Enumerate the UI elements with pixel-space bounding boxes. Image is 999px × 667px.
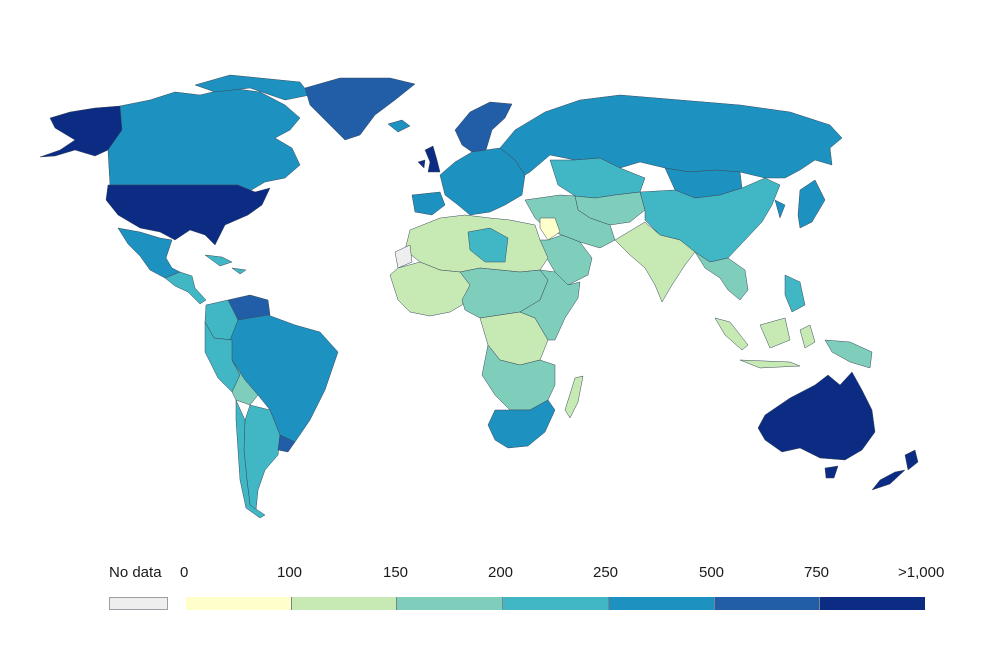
arabia [534,234,593,286]
bolivia [231,359,259,406]
russia [499,94,843,179]
korea-japan [774,179,826,229]
legend-bin [503,597,609,610]
legend-bin [186,597,292,610]
legend-bin [291,597,398,610]
iraq-syria [539,217,561,241]
southern-africa [481,344,556,411]
iceland [387,119,411,133]
legend-bin [608,597,715,610]
tasmania [824,465,839,479]
legend-tick-label: 100 [277,564,303,581]
india [614,221,696,303]
papua [824,339,873,369]
legend-bin [397,597,504,610]
central-america [164,271,207,305]
east-africa [519,269,581,341]
philippines [784,274,806,313]
uruguay [277,434,296,453]
legend-no-data-swatch [109,597,168,610]
uk [417,145,441,173]
legend-bin [714,597,821,610]
legend-bin [820,597,926,610]
chile [235,399,266,519]
australia [757,371,876,461]
indonesia [714,317,816,369]
legend-tick-label: 250 [593,564,619,581]
greenland [304,77,416,141]
legend-tick-label: 500 [699,564,725,581]
southeast-asia [694,251,749,301]
legend-color-scale [186,597,926,610]
legend-tick-label: 200 [488,564,514,581]
canada [107,87,301,193]
legend-tick-label: 0 [180,564,189,581]
new-zealand [871,449,919,491]
mexico [117,227,181,279]
legend-tick-label: >1,000 [898,564,945,581]
west-sahara [394,244,413,269]
libya [467,227,509,263]
caribbean [204,254,247,275]
south-africa [487,399,556,449]
legend-no-data-label: No data [109,564,162,581]
legend: No data 0 100 150 200 250 500 750 >1,000 [0,560,999,667]
scandinavia [454,101,513,153]
usa [105,184,271,246]
china [639,177,781,263]
madagascar [564,375,584,419]
europe [439,147,526,216]
legend-tick-label: 750 [804,564,830,581]
iberia [411,191,446,216]
world-choropleth-map [39,74,919,519]
legend-tick-label: 150 [383,564,409,581]
